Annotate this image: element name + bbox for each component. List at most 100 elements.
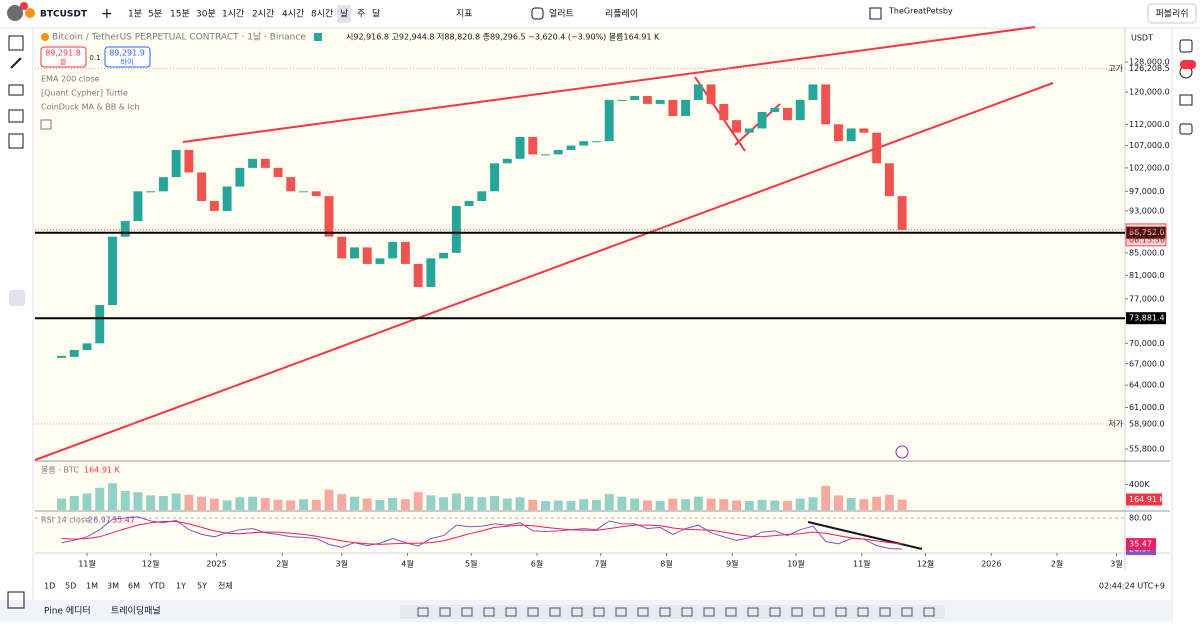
drawing-tool[interactable] [461,607,473,617]
volume-bar [579,499,589,510]
volume-bar [197,496,207,510]
interval-button[interactable]: 주 [357,9,365,20]
drawing-tool[interactable] [681,607,693,617]
range-button[interactable]: 6M [128,582,140,591]
interval-button[interactable]: 2시간 [252,9,274,20]
drawing-tool[interactable] [483,607,495,617]
drawing-tool[interactable] [835,607,847,617]
range-button[interactable]: 3M [107,582,119,591]
drawing-tool[interactable] [901,607,913,617]
symbol[interactable]: BTCUSDT [40,10,88,20]
y-tick-label: 97,000.0 [1129,187,1165,196]
range-button[interactable]: 5D [65,582,76,591]
crosshair-tool[interactable] [8,35,24,51]
interval-button[interactable]: 4시간 [282,9,304,20]
drawing-tool[interactable] [879,607,891,617]
candle [732,120,742,133]
trend-line[interactable] [34,82,1054,461]
volume-bar [528,499,538,510]
x-tick-label: 11월 [853,559,871,569]
range-button[interactable]: 전체 [218,581,233,591]
drawing-tool[interactable] [593,607,605,617]
drawing-tool[interactable] [527,607,539,617]
forecast-tool[interactable] [8,133,24,149]
candle [413,263,423,287]
volume-bar [464,496,474,510]
pattern-tool[interactable] [8,109,24,123]
spread: 0.1 [89,54,100,62]
add-symbol[interactable]: + [101,6,113,22]
volume-bar [350,496,359,510]
range-button[interactable]: 1M [86,582,98,591]
drawing-tool[interactable] [703,607,715,617]
indicators-button[interactable]: 지표 [456,9,473,20]
drawing-tool[interactable] [439,607,451,617]
y-tick-label: 102,000.0 [1129,163,1170,172]
interval-button[interactable]: 5분 [148,9,162,20]
drawing-tool[interactable] [505,607,517,617]
avatar[interactable] [7,5,23,21]
drawing-tool[interactable] [615,607,627,617]
range-button[interactable]: YTD [148,582,165,591]
range-button[interactable]: 1Y [176,582,186,591]
interval-button[interactable]: 달 [372,8,380,20]
candle [566,145,576,150]
drawing-tool[interactable] [725,607,737,617]
collapse-legend[interactable] [40,119,52,130]
replay-button[interactable]: 리플레이 [605,9,638,20]
sell-box[interactable] [40,46,87,68]
event-marker[interactable] [895,445,909,459]
layout-icon[interactable] [869,7,882,20]
candle [375,258,385,264]
rsi-trend-line[interactable] [807,521,923,550]
buy-label: 바이 [121,57,134,66]
bottom-tab[interactable]: Pine 에디터 [44,606,91,617]
buy-box[interactable] [104,46,151,68]
chart-area [35,28,1125,552]
interval-button[interactable]: 1시간 [222,9,244,20]
range-button[interactable]: 5Y [197,582,207,591]
magnet-tool[interactable] [9,290,25,306]
chat[interactable] [1179,123,1193,135]
price-line-label: 73,881.4 [1129,314,1165,323]
drawing-tool[interactable] [747,607,759,617]
candle [490,163,500,192]
trend-line[interactable] [182,26,1036,143]
range-button[interactable]: 1D [44,582,55,591]
drawing-tool[interactable] [769,607,781,617]
volume-bar [158,496,168,510]
drawing-tool[interactable] [923,607,935,617]
volume-bar [299,499,308,510]
interval-button[interactable]: 1분 [128,9,142,20]
layers[interactable] [1179,94,1193,106]
y-tick-label: 112,000.0 [1129,120,1170,129]
interval-button[interactable]: 날 [340,9,348,20]
candle [235,167,245,187]
volume-bar [757,499,767,510]
watchlist[interactable] [1179,39,1193,53]
drawing-tool[interactable] [549,607,561,617]
line-tool[interactable] [10,57,22,69]
drawing-tool[interactable] [813,607,825,617]
publish-button[interactable]: 퍼블리쉬 [1155,9,1188,20]
username[interactable]: TheGreatPetsby [888,7,953,16]
drawing-tool[interactable] [571,607,583,617]
volume-bar [668,498,678,510]
drawing-tool[interactable] [637,607,649,617]
x-tick-label: 5월 [465,559,477,569]
volume-bar [95,487,105,510]
favorites[interactable] [7,591,25,609]
interval-button[interactable]: 15분 [170,9,190,20]
interval-button[interactable]: 8시간 [311,9,333,20]
drawing-tool[interactable] [857,607,869,617]
alert-button[interactable]: 얼러트 [549,9,574,20]
volume-bar [859,499,869,510]
drawing-tool[interactable] [659,607,671,617]
interval-button[interactable]: 30분 [196,9,216,20]
fib-tool[interactable] [8,84,24,96]
drawing-tool[interactable] [791,607,803,617]
drawing-tool[interactable] [417,607,429,617]
bottom-tab[interactable]: 트레이딩패널 [111,606,161,617]
publish-box [1147,3,1197,24]
volume-bar [821,485,831,510]
